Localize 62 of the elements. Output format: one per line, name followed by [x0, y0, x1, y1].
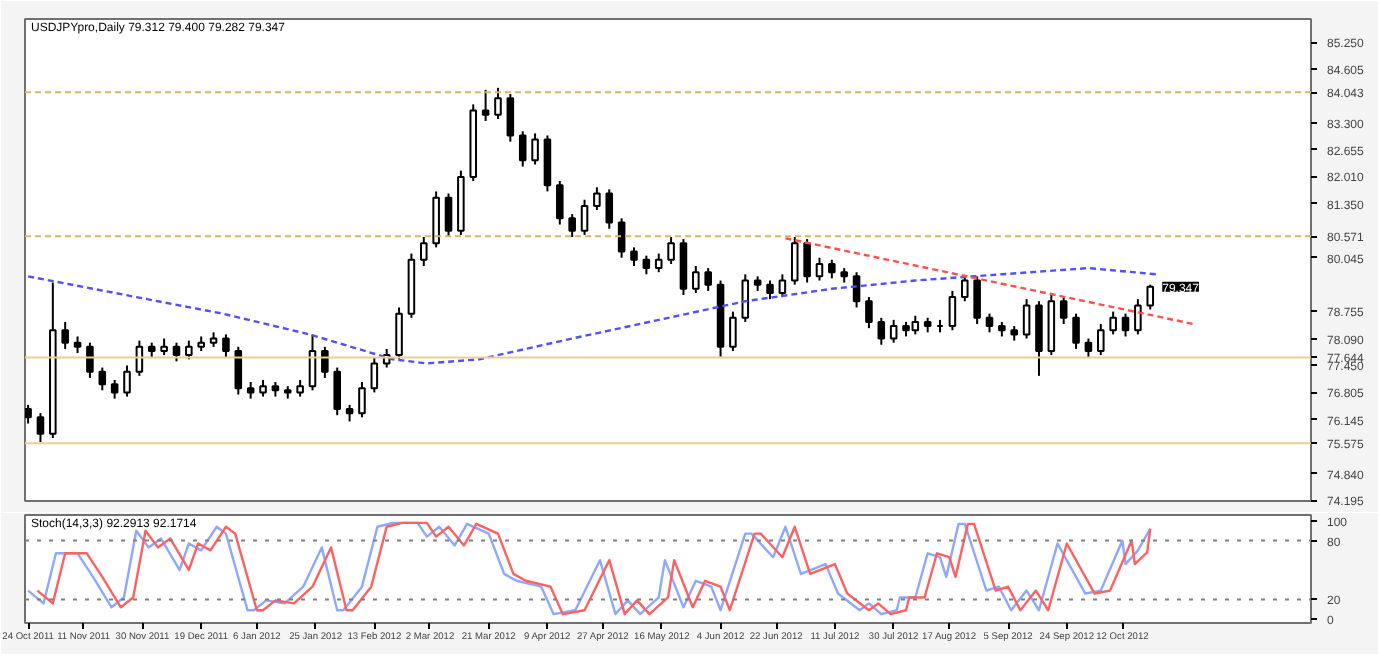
candlestick: [370, 356, 379, 394]
candlestick: [889, 318, 898, 344]
candlestick: [481, 88, 490, 122]
candlestick: [828, 258, 836, 280]
candlestick: [692, 265, 700, 294]
candlestick: [86, 341, 94, 379]
candlestick: [568, 213, 576, 238]
candlestick: [123, 364, 131, 398]
candlestick: [679, 238, 688, 297]
candlestick: [1109, 310, 1117, 336]
candlestick: [543, 134, 552, 193]
candlestick: [1146, 283, 1155, 311]
candlestick: [877, 316, 886, 346]
candlestick: [110, 378, 119, 400]
candlestick: [973, 275, 981, 326]
candlestick: [1134, 298, 1142, 336]
candlestick: [605, 188, 614, 230]
candlestick: [593, 186, 601, 212]
candlestick: [790, 236, 799, 286]
candlestick: [803, 238, 811, 284]
candlestick: [1059, 296, 1068, 326]
candlestick: [321, 345, 329, 379]
candlestick: [518, 130, 527, 168]
candlestick: [395, 306, 403, 361]
candlestick: [25, 403, 32, 425]
candlestick: [1121, 312, 1130, 338]
candlestick: [358, 381, 366, 419]
candlestick: [766, 279, 774, 301]
candlestick: [642, 254, 651, 276]
candlestick: [704, 267, 712, 292]
candlestick: [333, 366, 342, 417]
candlestick: [865, 296, 873, 330]
candlestick: [506, 93, 515, 143]
candlestick: [815, 256, 824, 282]
candlestick: [630, 246, 638, 268]
candlestick: [185, 339, 193, 361]
candlestick: [444, 192, 453, 238]
candlestick: [1035, 300, 1043, 377]
candlestick: [778, 273, 787, 299]
candlestick: [617, 217, 626, 259]
candlestick: [729, 310, 737, 352]
candlestick: [172, 341, 181, 363]
candlestick: [654, 252, 663, 274]
line-series: [26, 266, 1158, 365]
candlestick: [36, 412, 45, 444]
candlestick: [98, 366, 107, 392]
candlestick: [494, 86, 502, 120]
candlestick: [1072, 312, 1080, 350]
candlestick: [1097, 323, 1105, 357]
candlestick: [948, 289, 957, 332]
candlestick: [985, 312, 994, 334]
candlestick: [960, 275, 969, 303]
candlestick: [420, 236, 428, 268]
candlestick: [556, 180, 564, 226]
candlestick: [667, 236, 675, 265]
candlestick: [531, 132, 539, 166]
candlestick: [432, 190, 440, 249]
candlestick: [580, 198, 589, 236]
candlestick: [222, 333, 230, 359]
candlestick: [1084, 337, 1093, 359]
candlestick: [61, 320, 69, 350]
candlestick: [1022, 298, 1031, 340]
